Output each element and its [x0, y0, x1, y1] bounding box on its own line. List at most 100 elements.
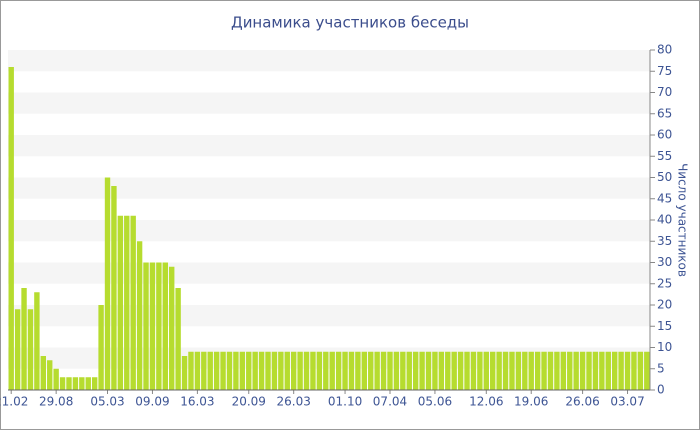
bar	[412, 351, 419, 390]
bar	[470, 351, 477, 390]
x-tick-label: 09.09	[135, 395, 169, 409]
bar	[618, 351, 624, 390]
bar	[361, 351, 368, 390]
bar	[213, 351, 220, 390]
bar	[284, 351, 290, 390]
x-tick-label: 26.03	[277, 395, 311, 409]
bar	[290, 351, 297, 390]
bar	[637, 351, 644, 390]
bar	[579, 351, 586, 390]
bar	[644, 351, 650, 390]
bar	[271, 351, 278, 390]
bar	[169, 266, 175, 390]
bar	[457, 351, 464, 390]
bar	[432, 351, 438, 390]
bar	[528, 351, 534, 390]
bar	[599, 351, 605, 390]
x-tick-label: 20.09	[232, 395, 266, 409]
grid-band	[8, 135, 650, 157]
bar	[592, 351, 599, 390]
grid-band	[8, 177, 650, 199]
bar	[502, 351, 509, 390]
y-tick-label: 70	[657, 85, 672, 99]
chart-title: Динамика участников беседы	[231, 14, 469, 32]
grid-band	[8, 347, 650, 369]
bar	[66, 377, 72, 390]
bar	[490, 351, 496, 390]
bar	[265, 351, 271, 390]
bar	[400, 351, 406, 390]
bar	[541, 351, 547, 390]
bar	[380, 351, 387, 390]
bar	[21, 288, 27, 390]
bar	[631, 351, 637, 390]
bar	[207, 351, 213, 390]
bar	[104, 177, 111, 390]
x-tick-label: 05.06	[418, 395, 452, 409]
bar	[573, 351, 579, 390]
bar	[14, 309, 21, 390]
grid-band	[8, 220, 650, 242]
bar	[483, 351, 489, 390]
y-tick-label: 25	[657, 276, 672, 290]
bar	[34, 292, 40, 390]
bar	[509, 351, 515, 390]
bar	[181, 356, 188, 390]
x-tick-label: 01.10	[328, 395, 362, 409]
x-tick-label: 21.02	[0, 395, 28, 409]
bar	[143, 262, 149, 390]
bar	[496, 351, 502, 390]
bar	[85, 377, 91, 390]
bar	[53, 368, 59, 390]
y-tick-label: 15	[657, 319, 672, 333]
bar	[98, 305, 104, 390]
bar	[47, 360, 53, 390]
grid-band	[8, 92, 650, 114]
x-tick-label: 29.08	[39, 395, 73, 409]
bar	[387, 351, 393, 390]
y-axis-label: Число участников	[676, 163, 690, 277]
bar	[445, 351, 451, 390]
bar	[130, 215, 136, 390]
grid-band	[8, 262, 650, 284]
bar	[117, 215, 124, 390]
bar	[233, 351, 239, 390]
bar	[258, 351, 265, 390]
bar	[567, 351, 573, 390]
bar	[406, 351, 412, 390]
x-tick-label: 26.06	[565, 395, 599, 409]
bar	[8, 67, 14, 390]
x-tick-label: 07.04	[373, 395, 407, 409]
y-tick-label: 5	[657, 361, 665, 375]
bar	[40, 356, 47, 390]
bar	[278, 351, 284, 390]
bar	[515, 351, 522, 390]
bar	[611, 351, 618, 390]
bar	[323, 351, 329, 390]
grid-band	[8, 50, 650, 72]
bar	[136, 241, 143, 390]
bar	[464, 351, 470, 390]
bar	[451, 351, 457, 390]
bar	[246, 351, 252, 390]
bar	[252, 351, 258, 390]
y-tick-label: 65	[657, 106, 672, 120]
bar	[560, 351, 567, 390]
bar	[522, 351, 528, 390]
bar	[547, 351, 554, 390]
bar	[605, 351, 611, 390]
bar	[586, 351, 592, 390]
bar	[374, 351, 380, 390]
bar	[156, 262, 162, 390]
bar	[194, 351, 201, 390]
bar	[335, 351, 342, 390]
y-tick-label: 35	[657, 234, 672, 248]
bar	[624, 351, 631, 390]
bar	[297, 351, 303, 390]
y-tick-label: 10	[657, 340, 672, 354]
x-tick-label: 12.06	[469, 395, 503, 409]
bar	[111, 186, 117, 390]
bar	[124, 215, 130, 390]
bar	[316, 351, 323, 390]
bar	[368, 351, 374, 390]
